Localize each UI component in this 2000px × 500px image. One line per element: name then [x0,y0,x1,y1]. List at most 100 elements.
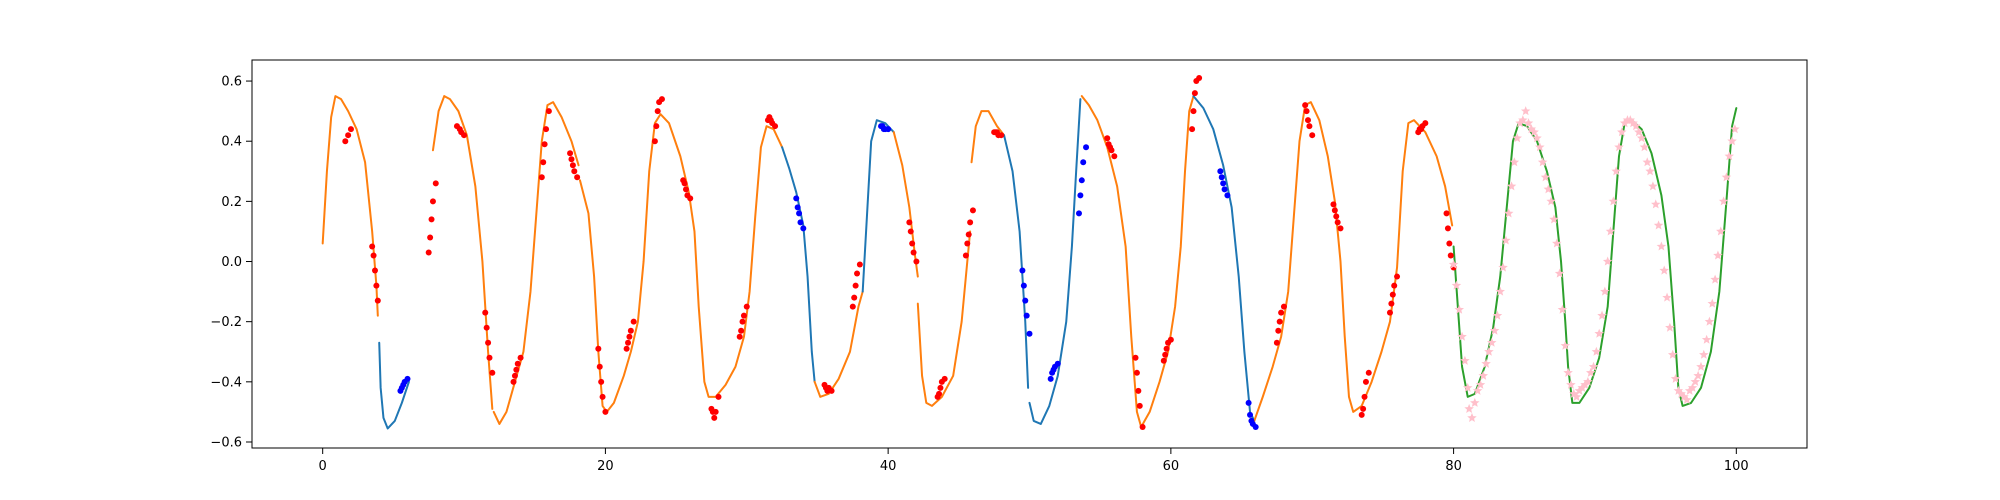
pink-star-point-86 [1690,376,1701,386]
plot-frame [251,59,1808,449]
red-point-71 [772,123,779,130]
red-point-81 [856,261,863,268]
red-point-132 [1330,201,1337,208]
red-point-111 [1139,423,1146,430]
blue-point-9 [800,225,807,232]
blue-point-17 [1022,297,1029,304]
red-point-85 [910,249,917,256]
pink-star-point-41 [1563,367,1573,377]
red-point-133 [1331,207,1338,214]
pink-star-point-71 [1648,181,1658,191]
pink-star-point-52 [1594,328,1604,338]
blue-line-segment-14 [1192,95,1256,422]
blue-point-8 [797,219,804,226]
blue-point-39 [1252,423,1259,430]
red-point-27 [538,174,545,181]
red-point-102 [1104,135,1111,142]
pink-star-point-97 [1721,172,1732,182]
pink-star-point-25 [1518,115,1528,125]
red-point-45 [627,327,634,334]
pink-star-point-98 [1724,151,1735,161]
pink-star-point-33 [1540,172,1551,182]
pink-star-point-79 [1670,373,1681,383]
red-point-42 [623,345,630,352]
pink-star-point-34 [1543,184,1554,194]
pink-star-point-50 [1588,361,1599,371]
pink-star-point-48 [1583,376,1593,386]
pink-star-point-49 [1585,367,1596,377]
red-point-7 [374,297,381,304]
red-point-66 [743,303,750,310]
red-point-105 [1108,147,1115,154]
pink-star-point-5 [1462,382,1473,392]
red-point-28 [540,159,547,166]
red-point-123 [1275,327,1282,334]
pink-star-point-22 [1509,157,1520,167]
pink-star-point-39 [1557,304,1568,314]
blue-point-29 [1083,144,1090,151]
pink-star-point-4 [1460,355,1470,365]
red-point-89 [937,384,944,391]
red-point-92 [962,252,969,259]
pink-star-point-93 [1710,274,1720,284]
pink-star-point-54 [1600,286,1610,296]
red-point-82 [906,219,913,226]
pink-star-point-12 [1481,358,1491,368]
pink-star-point-87 [1693,370,1703,380]
red-point-26 [517,354,524,361]
red-point-17 [482,309,489,316]
pink-star-point-53 [1597,310,1607,320]
red-point-79 [852,282,859,289]
red-point-9 [427,234,434,241]
red-point-18 [483,324,490,331]
blue-point-20 [1047,375,1054,382]
pink-star-point-23 [1512,133,1522,143]
pink-star-point-77 [1665,322,1675,332]
blue-point-35 [1245,399,1252,406]
pink-star-point-27 [1523,118,1534,128]
blue-line-segment-11 [1003,134,1030,389]
pink-star-point-7 [1467,412,1477,422]
red-point-112 [1160,357,1167,364]
red-point-46 [630,318,637,325]
pink-star-point-76 [1662,292,1672,302]
red-point-40 [599,393,606,400]
pink-star-point-37 [1552,238,1562,248]
blue-point-16 [1020,282,1027,289]
pink-star-point-20 [1503,208,1514,218]
red-point-19 [485,339,492,346]
red-point-0 [342,138,349,145]
blue-point-6 [794,204,801,211]
pink-star-point-99 [1727,136,1737,146]
orange-line-segment-10 [970,110,1006,164]
y-tick-label: −0.6 [210,435,242,450]
red-point-30 [543,126,550,133]
red-point-128 [1303,108,1310,115]
red-point-125 [1278,309,1285,316]
red-point-38 [596,363,603,370]
pink-star-point-56 [1605,226,1616,236]
pink-star-point-96 [1718,196,1729,206]
blue-point-14 [885,126,892,133]
red-point-47 [651,138,658,145]
x-tick-label: 100 [1724,459,1749,474]
pink-star-point-36 [1549,214,1559,224]
red-point-121 [1196,75,1203,82]
pink-star-point-68 [1639,142,1650,152]
red-point-59 [711,414,718,421]
red-point-154 [1446,240,1453,247]
red-point-39 [598,378,605,385]
red-point-91 [941,375,948,382]
pink-star-point-89 [1699,349,1709,359]
pink-star-point-42 [1566,379,1576,389]
red-point-44 [626,333,633,340]
red-point-83 [907,228,914,235]
pink-star-point-43 [1568,388,1579,398]
red-point-146 [1394,273,1401,280]
red-point-108 [1133,369,1140,376]
pink-star-point-66 [1634,127,1644,137]
pink-star-point-59 [1614,142,1624,152]
pink-star-point-8 [1470,397,1480,407]
red-point-78 [851,294,858,301]
